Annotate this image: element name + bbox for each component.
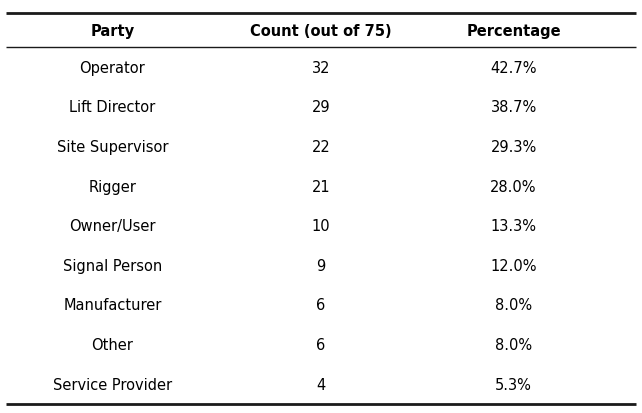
Text: 28.0%: 28.0% <box>490 179 537 194</box>
Text: 42.7%: 42.7% <box>490 61 537 76</box>
Text: Count (out of 75): Count (out of 75) <box>250 24 392 39</box>
Text: 22: 22 <box>311 140 331 154</box>
Text: Signal Person: Signal Person <box>63 258 162 273</box>
Text: 38.7%: 38.7% <box>490 100 537 115</box>
Text: 6: 6 <box>317 337 325 352</box>
Text: Service Provider: Service Provider <box>53 377 172 392</box>
Text: 10: 10 <box>311 218 331 234</box>
Text: Percentage: Percentage <box>466 24 561 39</box>
Text: Party: Party <box>91 24 134 39</box>
Text: 8.0%: 8.0% <box>495 298 532 313</box>
Text: 4: 4 <box>317 377 325 392</box>
Text: 5.3%: 5.3% <box>495 377 532 392</box>
Text: Rigger: Rigger <box>89 179 136 194</box>
Text: Lift Director: Lift Director <box>69 100 155 115</box>
Text: 13.3%: 13.3% <box>490 218 537 234</box>
Text: 32: 32 <box>312 61 330 76</box>
Text: Site Supervisor: Site Supervisor <box>56 140 168 154</box>
Text: Manufacturer: Manufacturer <box>63 298 162 313</box>
Text: 6: 6 <box>317 298 325 313</box>
Text: 29: 29 <box>311 100 331 115</box>
Text: 8.0%: 8.0% <box>495 337 532 352</box>
Text: 12.0%: 12.0% <box>490 258 537 273</box>
Text: Operator: Operator <box>80 61 145 76</box>
Text: Owner/User: Owner/User <box>69 218 155 234</box>
Text: 29.3%: 29.3% <box>490 140 537 154</box>
Text: 9: 9 <box>317 258 325 273</box>
Text: Other: Other <box>91 337 134 352</box>
Text: 21: 21 <box>311 179 331 194</box>
